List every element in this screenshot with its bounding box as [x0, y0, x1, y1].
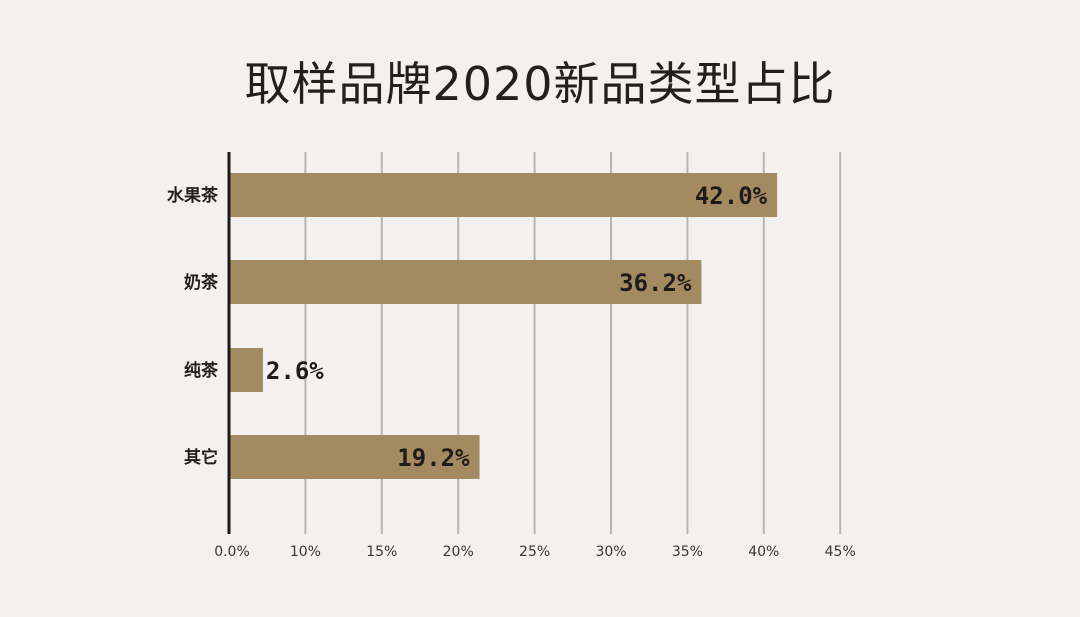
category-label: 其它: [184, 447, 218, 468]
data-label: 42.0%: [695, 182, 768, 210]
x-tick-label: 40%: [748, 544, 779, 560]
bar: [229, 260, 702, 304]
data-label: 36.2%: [619, 269, 692, 297]
category-label: 奶茶: [184, 272, 219, 293]
category-label: 纯茶: [184, 360, 219, 381]
bar: [229, 435, 480, 479]
x-tick-label: 15%: [366, 544, 397, 560]
x-tick-label: 25%: [519, 544, 550, 560]
chart-title: 取样品牌2020新品类型占比: [244, 57, 836, 111]
bar: [229, 173, 778, 217]
data-label: 2.6%: [266, 357, 324, 385]
x-tick-label: 0.0%: [214, 544, 250, 560]
x-tick-label: 45%: [825, 544, 856, 560]
category-label: 水果茶: [167, 185, 219, 206]
x-tick-label: 10%: [290, 544, 321, 560]
x-tick-label: 35%: [672, 544, 703, 560]
x-tick-label: 30%: [595, 544, 626, 560]
data-label: 19.2%: [397, 444, 470, 472]
bar: [229, 348, 263, 392]
x-tick-label: 20%: [443, 544, 474, 560]
